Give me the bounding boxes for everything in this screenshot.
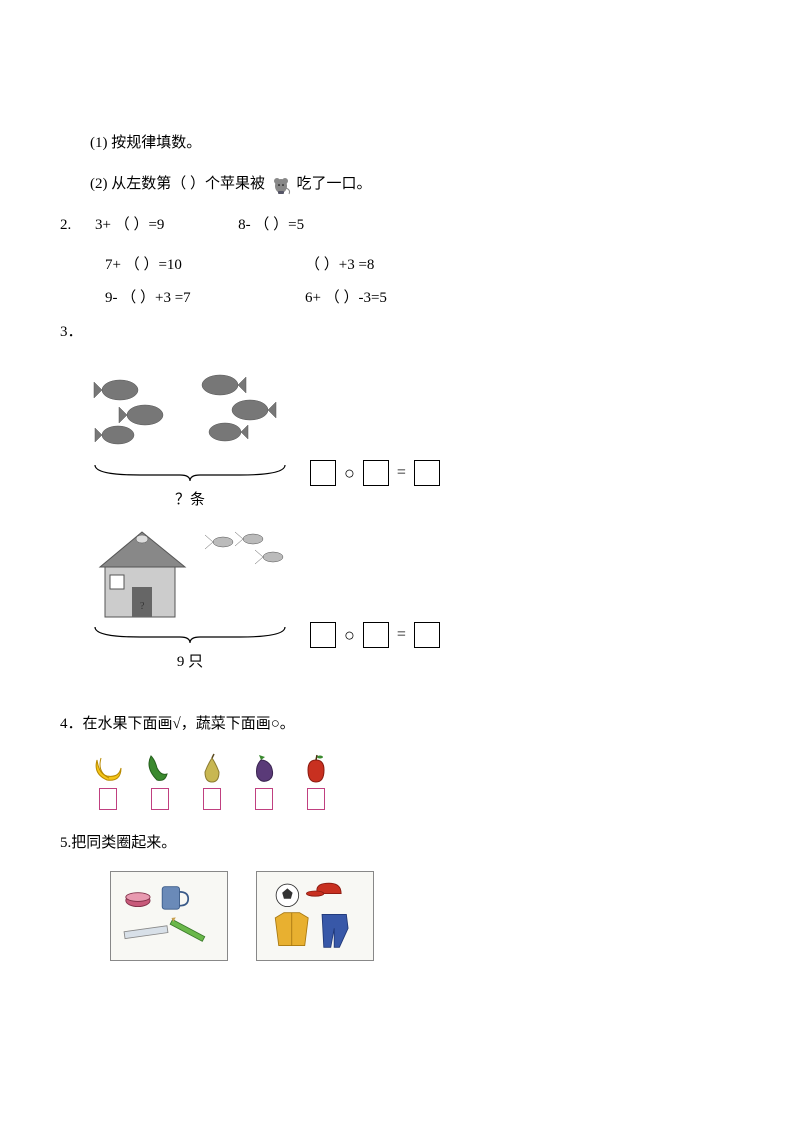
eq-boxes-2: ○ =	[310, 622, 440, 648]
brace-icon	[90, 625, 290, 645]
q3-label: 3．	[60, 324, 83, 340]
q1-part2b: 吃了一口。	[297, 176, 372, 192]
answer-small-box[interactable]	[307, 788, 325, 810]
eggplant-icon	[247, 752, 281, 784]
eq-sign: =	[397, 626, 406, 644]
answer-small-box[interactable]	[203, 788, 221, 810]
pear-icon	[195, 752, 229, 784]
bird-total-label: 9 只	[90, 650, 290, 671]
eq-boxes-1: ○ =	[310, 460, 440, 486]
apple-icon	[299, 752, 333, 784]
q1-part2a: (2) 从左数第（ ）个苹果被	[90, 176, 265, 192]
group-box-2	[256, 871, 374, 961]
q2-r1-right: （ ）+3 =8	[305, 253, 505, 274]
answer-small-box[interactable]	[99, 788, 117, 810]
answer-box[interactable]	[414, 460, 440, 486]
q2-label: 2.	[60, 217, 71, 233]
q2-r2-right: 6+ （ ）-3=5	[305, 286, 505, 307]
cucumber-icon	[143, 752, 177, 784]
fruit-row	[90, 752, 733, 810]
q4-label: 4．在水果下面画√，蔬菜下面画○。	[60, 711, 733, 738]
eq-sign: =	[397, 464, 406, 482]
bird-image: ?	[90, 517, 733, 622]
brace-icon	[90, 463, 290, 483]
q5-label: 5.把同类圈起来。	[60, 830, 733, 857]
answer-box[interactable]	[363, 460, 389, 486]
svg-text:?: ?	[140, 601, 145, 612]
answer-box[interactable]	[310, 622, 336, 648]
banana-icon	[91, 752, 125, 784]
q2-r1-left: 7+ （ ）=10	[105, 253, 305, 274]
q2-r2-left: 9- （ ）+3 =7	[105, 286, 305, 307]
answer-small-box[interactable]	[255, 788, 273, 810]
op-circle: ○	[344, 625, 355, 646]
q2-r0-right: 8- （ ）=5	[238, 217, 304, 233]
answer-box[interactable]	[414, 622, 440, 648]
answer-box[interactable]	[310, 460, 336, 486]
fish-image	[90, 360, 290, 460]
op-circle: ○	[344, 463, 355, 484]
fish-q-label: ？条	[90, 488, 290, 509]
group-box-1	[110, 871, 228, 961]
mouse-icon	[269, 174, 293, 196]
q2-r0-left: 3+ （ ）=9	[95, 217, 164, 233]
answer-small-box[interactable]	[151, 788, 169, 810]
q1-part1: (1) 按规律填数。	[90, 135, 201, 151]
answer-box[interactable]	[363, 622, 389, 648]
